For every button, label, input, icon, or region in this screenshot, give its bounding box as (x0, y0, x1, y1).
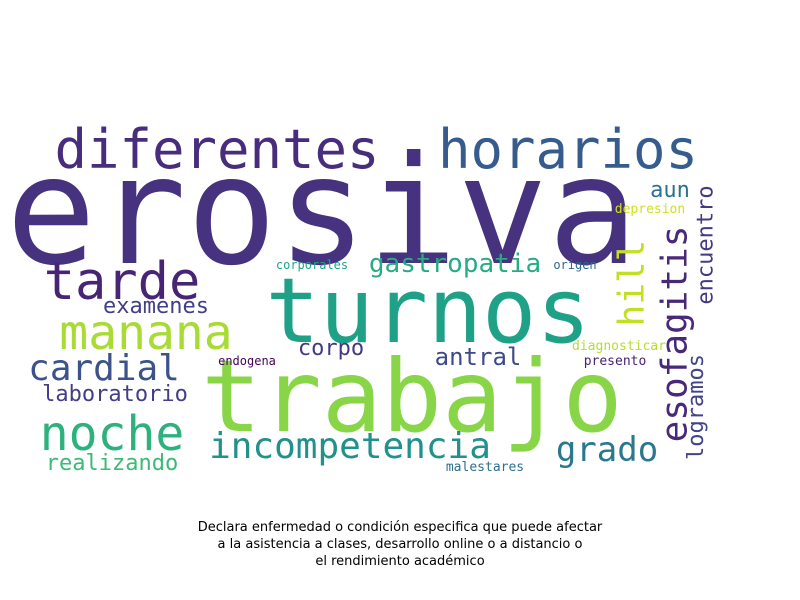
word-turnos: turnos (265, 259, 591, 364)
word-endogena: endogena (218, 354, 276, 368)
word-hill: hill (610, 239, 652, 327)
word-origen: origen (553, 258, 597, 272)
word-presento: presento (583, 353, 647, 369)
caption-line-3: el rendimiento académico (315, 554, 485, 569)
word-examenes: examenes (103, 294, 209, 319)
word-cardial: cardial (28, 348, 180, 389)
word-realizando: realizando (45, 451, 179, 476)
word-depresion: depresion (614, 201, 686, 217)
word-incompetencia: incompetencia (209, 426, 491, 467)
word-gastropatia: gastropatia (368, 249, 542, 279)
word-corpo: corpo (297, 336, 365, 361)
word-malestares: malestares (445, 459, 525, 475)
word-noche: noche (39, 406, 185, 462)
word-trabajo: trabajo (201, 338, 623, 455)
word-erosiva: erosiva (5, 125, 639, 299)
caption: Declara enfermedad o condición especific… (0, 519, 800, 570)
word-logramos: logramos (684, 354, 709, 460)
word-corporales: corporales (275, 258, 349, 272)
word-diagnosticar: diagnosticar (572, 338, 666, 354)
word-aun: aun (650, 178, 690, 203)
caption-line-1: Declara enfermedad o condición especific… (197, 520, 603, 535)
word-grado: grado (555, 430, 659, 470)
word-horarios: horarios (437, 118, 699, 181)
word-laboratorio: laboratorio (42, 382, 188, 407)
word-diferentes: diferentes (54, 118, 380, 181)
word-encuentro: encuentro (694, 185, 719, 305)
caption-line-2: a la asistencia a clases, desarrollo onl… (217, 537, 583, 552)
word-manana: manana (59, 305, 233, 361)
word-antral: antral (434, 343, 522, 371)
word-tarde: tarde (43, 252, 201, 312)
